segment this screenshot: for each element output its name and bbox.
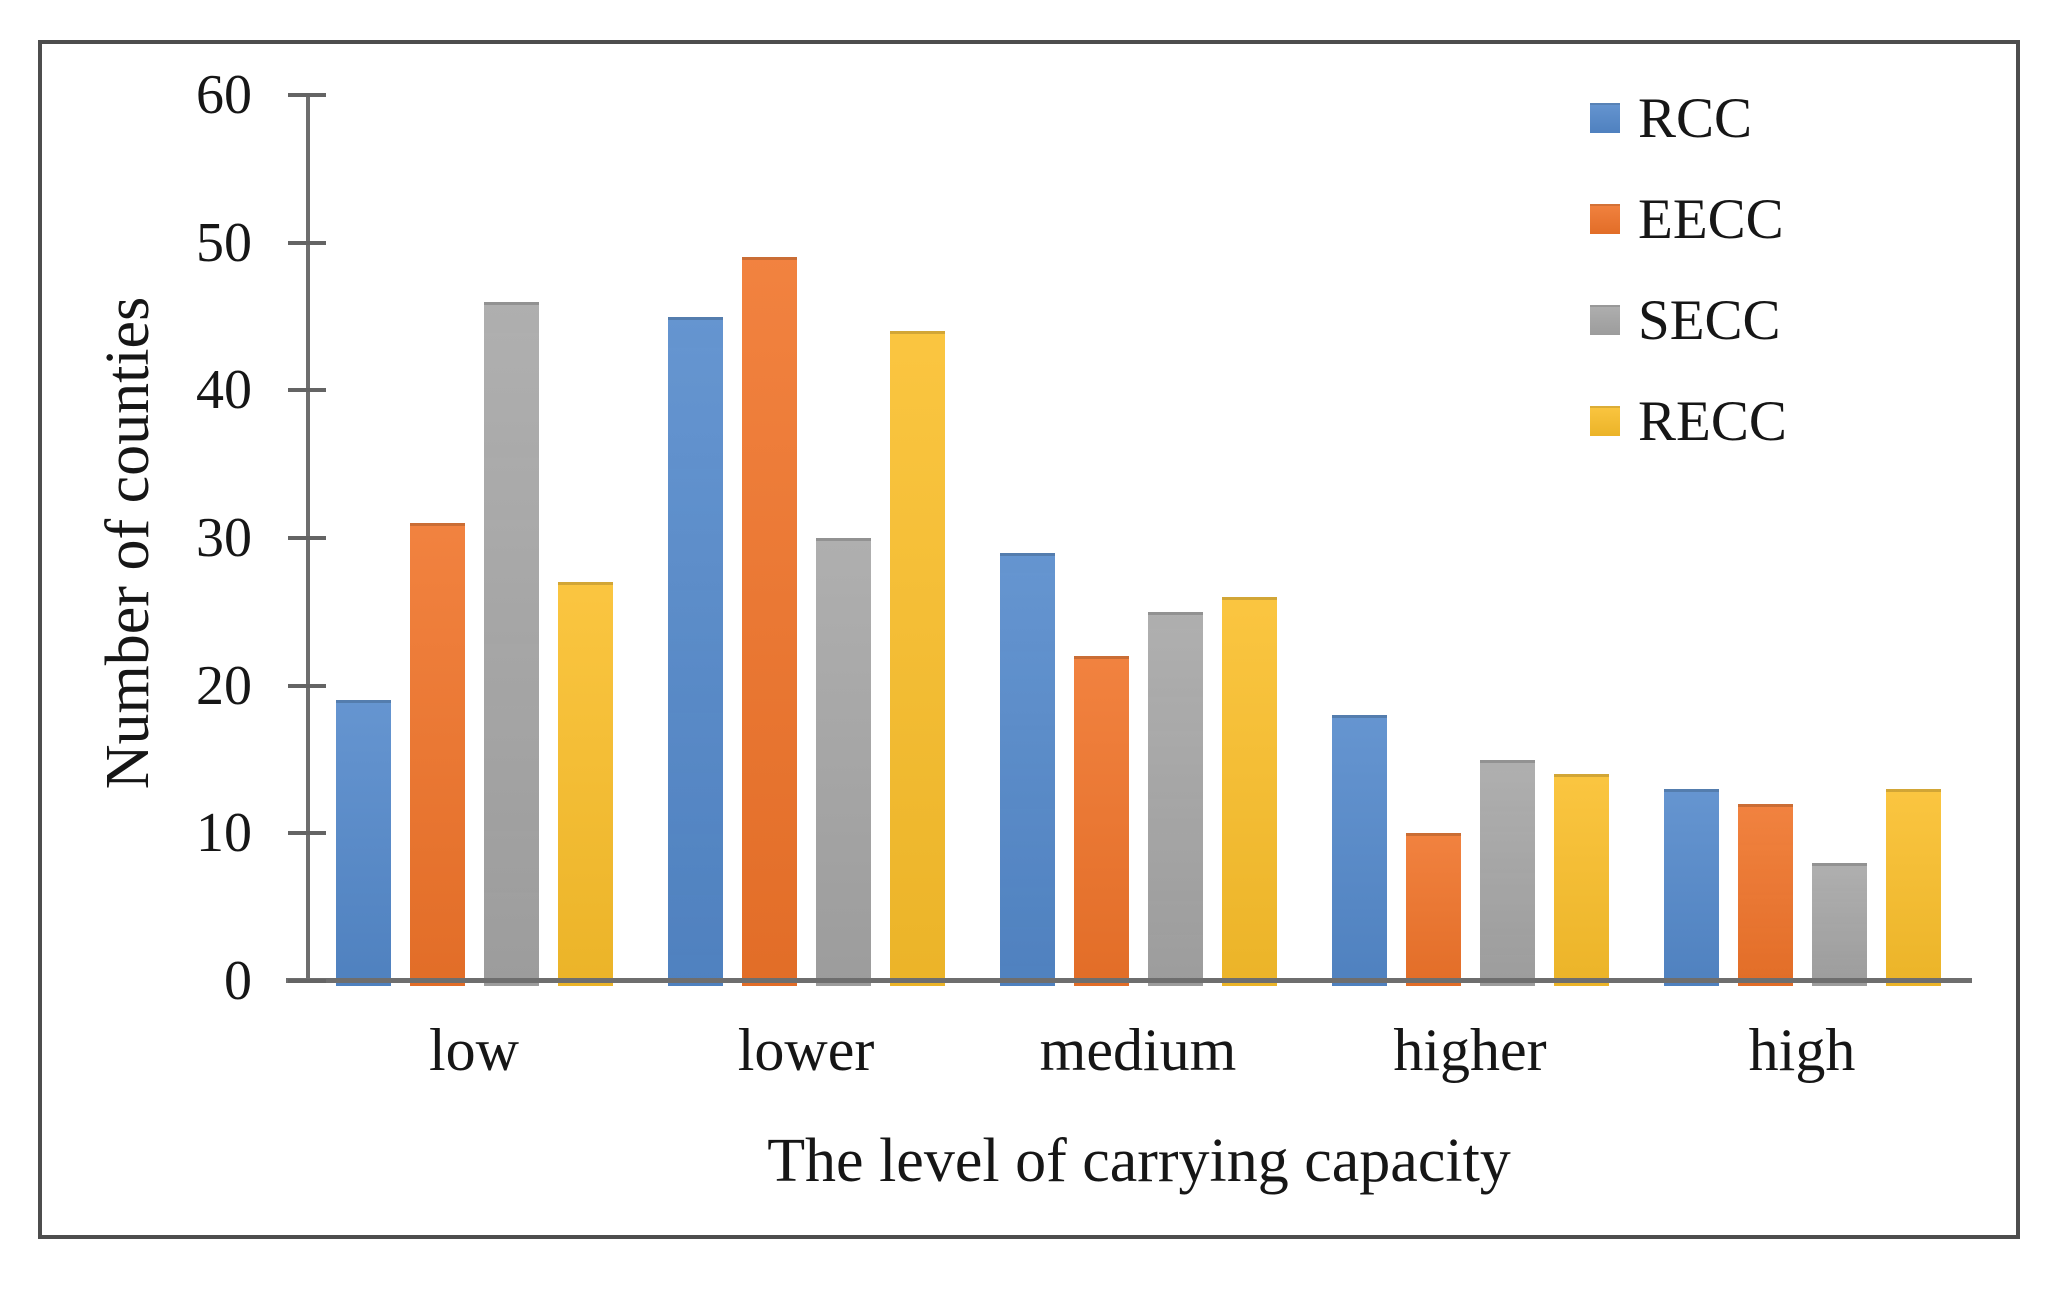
y-tick-label: 40 — [196, 359, 252, 422]
bar-SECC-higher — [1479, 759, 1535, 986]
bar-SECC-high — [1811, 862, 1867, 986]
y-tick-mark — [288, 683, 326, 688]
x-axis-line — [286, 978, 1972, 983]
x-category-label: high — [1748, 1017, 1856, 1083]
bar-RCC-low — [335, 700, 391, 986]
x-category-label: lower — [737, 1017, 875, 1083]
bar-EECC-medium — [1073, 656, 1129, 986]
y-tick-mark — [288, 536, 326, 540]
chart-border — [38, 40, 2020, 1239]
y-axis-title: Number of counties — [94, 296, 162, 790]
bar-RECC-medium — [1221, 597, 1277, 986]
y-tick-mark — [288, 979, 326, 983]
x-category-label: higher — [1393, 1017, 1547, 1083]
recc-swatch-icon — [1590, 406, 1620, 436]
legend-label: RECC — [1638, 389, 1787, 453]
x-axis-title: The level of carrying capacity — [767, 1127, 1511, 1195]
x-category-label: medium — [1039, 1017, 1237, 1083]
bar-RECC-low — [557, 582, 613, 986]
eecc-swatch-icon — [1590, 204, 1620, 234]
legend-item-RCC: RCC — [1590, 88, 1752, 148]
legend-item-SECC: SECC — [1590, 290, 1781, 350]
y-tick-label: 0 — [224, 950, 252, 1012]
x-category-label: low — [429, 1017, 519, 1083]
rcc-swatch-icon — [1590, 103, 1620, 133]
secc-swatch-icon — [1590, 305, 1620, 335]
y-tick-mark — [288, 388, 326, 393]
y-tick-label: 20 — [196, 654, 252, 717]
y-tick-label: 10 — [196, 802, 252, 865]
bar-RECC-lower — [889, 331, 945, 986]
y-tick-label: 60 — [196, 64, 252, 126]
legend-label: SECC — [1638, 288, 1781, 352]
bar-RECC-high — [1885, 789, 1941, 986]
bar-RCC-medium — [999, 552, 1055, 986]
legend-label: RCC — [1638, 86, 1753, 150]
y-tick-mark — [288, 831, 326, 836]
bar-RCC-high — [1663, 789, 1719, 986]
bar-RCC-higher — [1331, 715, 1387, 986]
legend-item-RECC: RECC — [1590, 391, 1787, 451]
bar-SECC-lower — [815, 538, 871, 986]
bar-EECC-low — [409, 523, 465, 986]
y-tick-label: 30 — [196, 507, 252, 569]
y-tick-mark — [288, 240, 326, 245]
legend-item-EECC: EECC — [1590, 189, 1784, 249]
legend-label: EECC — [1638, 187, 1784, 251]
bar-EECC-higher — [1405, 833, 1461, 986]
bar-SECC-low — [483, 301, 539, 986]
bar-RCC-lower — [667, 316, 723, 986]
bar-SECC-medium — [1147, 611, 1203, 986]
bar-RECC-higher — [1553, 774, 1609, 986]
y-tick-mark — [288, 93, 326, 97]
bar-EECC-lower — [741, 257, 797, 986]
y-tick-label: 50 — [196, 211, 252, 274]
bar-EECC-high — [1737, 803, 1793, 986]
